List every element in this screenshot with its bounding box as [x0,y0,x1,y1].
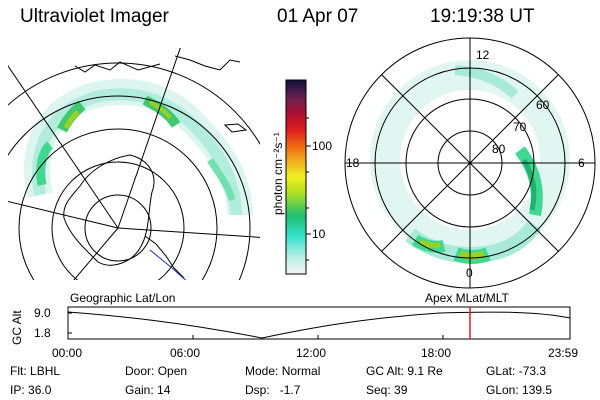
app-title: Ultraviolet Imager [20,6,169,27]
status-ip: IP: 36.0 [10,383,52,397]
altitude-plot-ticks [68,312,444,339]
altitude-plot-frame [67,306,571,340]
status-glon: GLon: 139.5 [486,383,553,397]
status-dsp: Dsp: -1.7 [245,383,301,397]
altitude-xtick-3: 18:00 [421,346,452,360]
altitude-ytick-1-8: 1.8 [34,326,51,340]
aurora-oval-geographic [24,79,253,216]
coastlines [63,55,248,279]
lat-circles [8,62,260,280]
colorbar-tick-10: 10 [312,227,326,241]
status-mode: Mode: Normal [245,364,321,378]
geographic-label: Geographic Lat/Lon [70,291,176,305]
status-door: Door: Open [125,364,188,378]
altitude-xtick-2: 12:00 [296,346,327,360]
mlat-label-60: 60 [536,98,550,112]
status-glat: GLat: -73.3 [486,364,547,378]
altitude-xtick-0: 00:00 [52,346,83,360]
status-gc-alt: GC Alt: 9.1 Re [366,364,443,378]
altitude-xtick-4: 23:59 [548,346,579,360]
polar-grid-spokes [345,38,595,288]
status-flt: Flt: LBHL [10,364,61,378]
mlt-label-18: 18 [346,156,360,170]
mlt-label-6: 6 [578,156,585,170]
colorbar-tick-100: 100 [312,139,333,153]
altitude-ylabel: GC Alt [10,310,24,345]
magnetic-polar-plot [344,37,596,289]
colorbar-ticks [306,117,311,261]
colorbar [285,79,307,275]
lon-lines [8,48,260,280]
mlat-label-70: 70 [513,120,527,134]
mlat-label-80: 80 [492,142,506,156]
date-label: 01 Apr 07 [277,6,359,27]
mlt-label-12: 12 [476,48,490,62]
colorbar-unit: photon cm⁻²s⁻¹ [271,132,285,215]
satellite-ground-track [149,249,187,280]
altitude-xtick-1: 06:00 [170,346,201,360]
mlt-label-0: 0 [466,266,473,280]
altitude-curve [67,311,571,339]
geographic-map [8,48,260,280]
apex-label: Apex MLat/MLT [425,291,509,305]
altitude-ytick-9: 9.0 [34,306,51,320]
status-seq: Seq: 39 [366,383,408,397]
status-gain: Gain: 14 [125,383,171,397]
time-label: 19:19:38 UT [430,6,535,27]
